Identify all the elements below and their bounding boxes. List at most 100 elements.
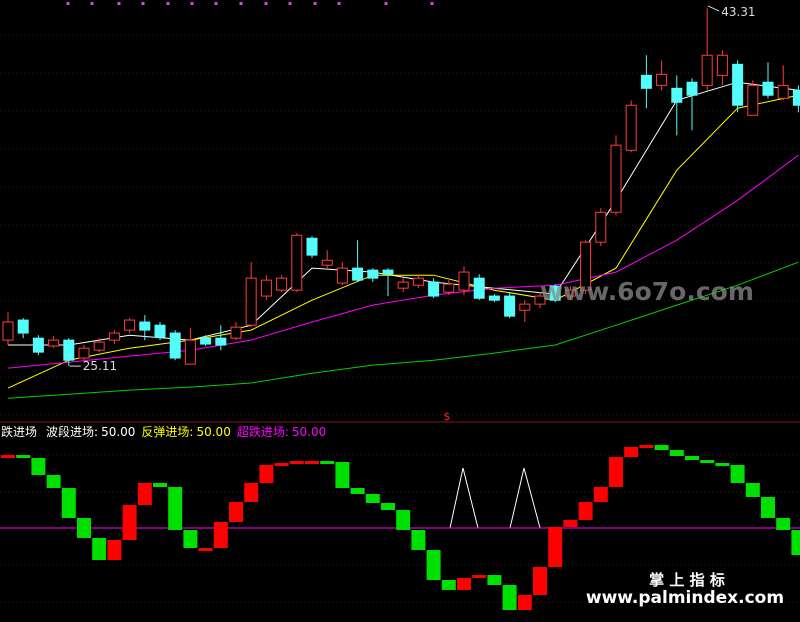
brand-url: www.palmindex.com: [586, 588, 784, 608]
top-marker: [141, 2, 145, 5]
step-bar: [122, 505, 137, 541]
top-marker: [430, 2, 434, 5]
candle-body: [63, 339, 75, 361]
top-marker: [313, 2, 317, 5]
candle-body: [504, 295, 516, 317]
candle-body: [732, 63, 744, 106]
step-bar: [639, 445, 654, 449]
step-bar: [654, 445, 669, 451]
candle-body: [78, 347, 90, 359]
candle-body: [595, 211, 607, 243]
step-bar: [411, 530, 426, 551]
step-bar: [168, 487, 183, 531]
step-bar: [305, 461, 319, 465]
step-bar: [1, 455, 15, 459]
step-bar: [213, 522, 228, 548]
step-bar: [502, 585, 517, 611]
legend-name: 反弹进场:: [141, 425, 193, 439]
candle-body: [139, 321, 151, 331]
candle-body: [580, 241, 592, 291]
candle-body: [610, 144, 622, 213]
step-bar: [609, 457, 623, 488]
candle-body: [108, 332, 120, 341]
signal-spike: [509, 467, 541, 529]
step-bar: [137, 482, 152, 506]
step-bar: [624, 447, 639, 458]
step-bar: [16, 455, 31, 459]
moving-average: [7, 94, 799, 389]
step-bar: [365, 494, 380, 504]
candle-body: [656, 73, 668, 86]
step-bar: [548, 526, 563, 567]
candle-body: [382, 269, 394, 275]
top-marker: [66, 2, 70, 5]
candle-body: [2, 321, 14, 341]
candle-body: [215, 337, 227, 346]
signal-spike: [449, 467, 479, 529]
top-marker: [90, 2, 94, 5]
candle-body: [184, 339, 196, 365]
step-bar: [563, 520, 578, 527]
candle-body: [124, 319, 136, 331]
candle-body: [245, 277, 257, 326]
candle-body: [443, 283, 455, 293]
step-bar: [776, 518, 791, 531]
step-bar: [46, 475, 61, 489]
legend-value: 50.00: [196, 425, 230, 439]
max-label: 43.31: [721, 5, 755, 19]
step-bar: [198, 547, 213, 551]
candle-body: [488, 295, 500, 301]
step-bar: [244, 482, 259, 502]
candle-body: [276, 277, 288, 291]
moving-average: [7, 154, 799, 369]
legend-name: 跌进场: [1, 424, 37, 439]
step-bar: [472, 575, 487, 579]
candle-body: [762, 81, 774, 96]
legend-name: 波段进场:: [46, 424, 98, 439]
step-bar: [761, 497, 775, 519]
candle-body: [792, 89, 800, 106]
top-marker: [288, 2, 292, 5]
step-bar: [77, 518, 91, 539]
legend-value: 50.00: [101, 425, 135, 439]
step-bar: [593, 487, 608, 502]
top-marker: [384, 2, 388, 5]
brand: 掌 上 指 标: [649, 571, 725, 589]
step-bar: [517, 595, 532, 611]
candle-body: [352, 267, 364, 281]
candle-body: [701, 54, 713, 86]
step-bar: [320, 461, 335, 465]
candle-body: [169, 332, 181, 359]
step-bar: [487, 575, 502, 586]
top-marker: [117, 2, 121, 5]
step-bar: [381, 503, 395, 511]
step-bar: [335, 462, 350, 489]
candle-body: [321, 259, 333, 266]
candle-body: [747, 84, 759, 116]
candle-body: [260, 279, 272, 297]
candle-body: [428, 281, 440, 297]
step-bar: [153, 482, 167, 488]
step-bar: [183, 530, 198, 548]
step-bar: [229, 502, 243, 523]
legend-value: 50.00: [292, 425, 326, 439]
candle-body: [230, 326, 242, 339]
step-bar: [274, 463, 289, 467]
candle-body: [397, 281, 409, 289]
candle-body: [671, 87, 683, 103]
signal-marker: $: [444, 410, 451, 423]
step-bar: [92, 538, 107, 561]
top-marker: [166, 2, 170, 5]
candle-body: [564, 289, 576, 297]
candle-body: [367, 269, 379, 279]
min-label: 25.11: [83, 359, 117, 373]
step-bar: [259, 465, 274, 483]
candle-body: [473, 277, 485, 299]
step-bar: [289, 461, 304, 465]
step-bar: [107, 540, 122, 561]
step-bar: [31, 458, 46, 476]
candle-body: [686, 81, 698, 96]
step-bar: [730, 465, 745, 483]
